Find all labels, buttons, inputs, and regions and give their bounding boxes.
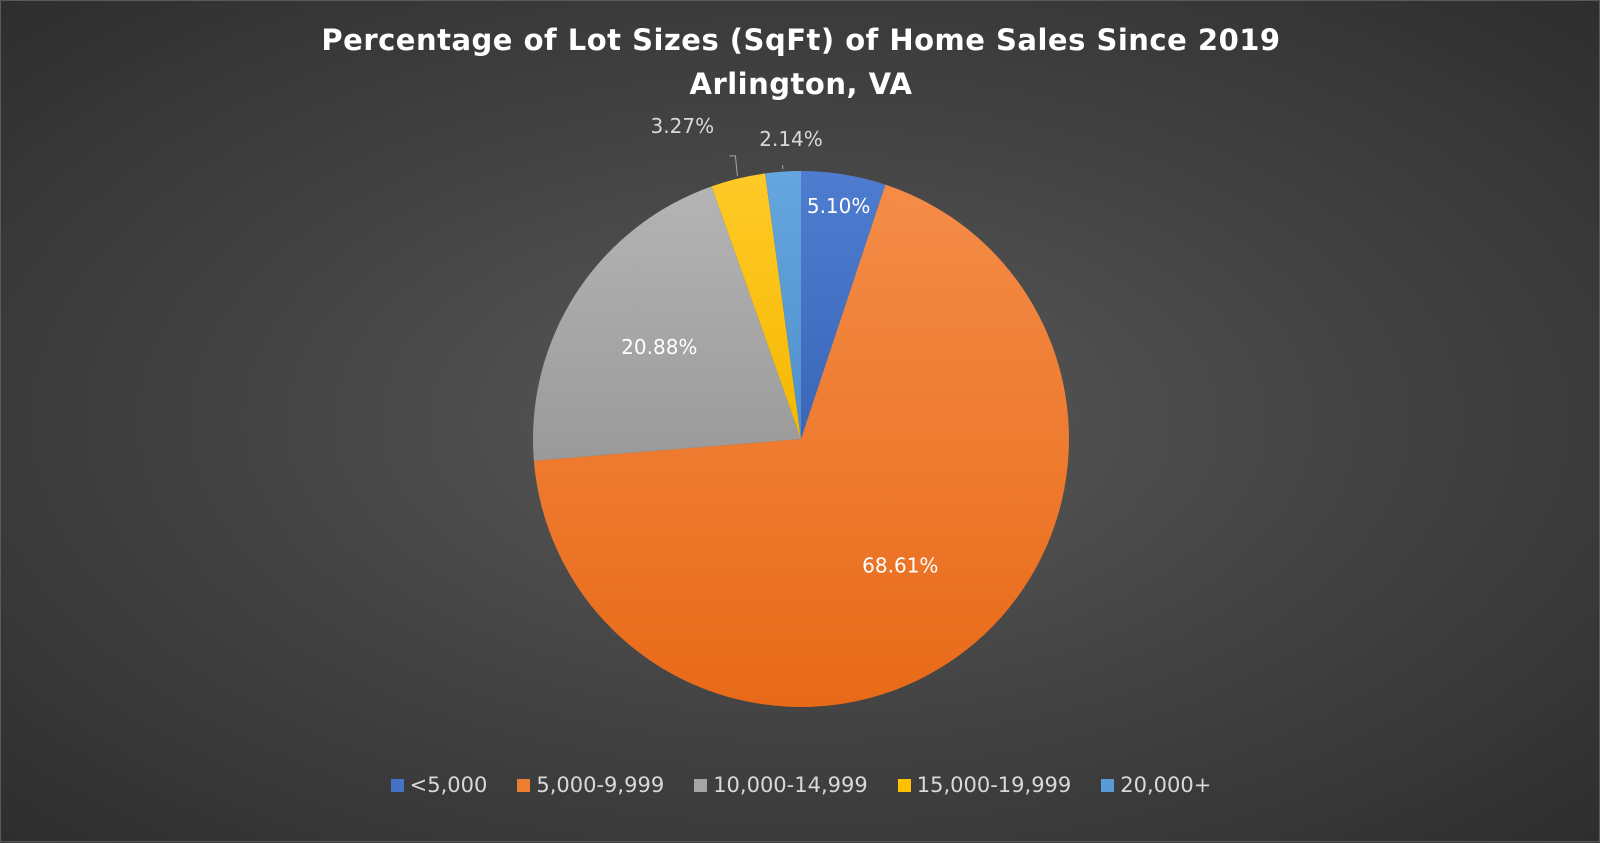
slice-10000-14999 — [533, 186, 801, 461]
legend-item-10000-14999: 10,000-14,999 — [694, 773, 868, 797]
data-label: 20.88% — [621, 335, 697, 359]
legend-swatch — [1101, 778, 1115, 792]
chart-title: Percentage of Lot Sizes (SqFt) of Home S… — [321, 23, 1281, 57]
slice-lt-5000 — [801, 171, 886, 439]
legend-label: 5,000-9,999 — [536, 773, 665, 797]
legend-swatch — [694, 778, 708, 792]
data-label: 2.14% — [759, 127, 823, 151]
legend-item-lt-5000: <5,000 — [390, 773, 488, 797]
leader-line — [729, 155, 738, 176]
data-label: 5.10% — [807, 194, 871, 218]
data-label: 68.61% — [862, 553, 938, 577]
slice-20000-plus — [765, 171, 801, 439]
legend-swatch — [390, 778, 404, 792]
legend: <5,000 5,000-9,999 10,000-14,999 15,000-19,… — [1, 773, 1600, 797]
legend-item-15000-19999: 15,000-19,999 — [897, 773, 1072, 797]
legend-label: <5,000 — [409, 773, 488, 797]
legend-swatch — [517, 778, 531, 792]
data-label: 3.27% — [651, 114, 715, 138]
legend-label: 20,000+ — [1120, 773, 1212, 797]
slice-15000-19999 — [711, 173, 801, 439]
legend-item-5000-9999: 5,000-9,999 — [517, 773, 664, 797]
legend-item-20000-plus: 20,000+ — [1101, 773, 1211, 797]
legend-label: 15,000-19,999 — [916, 773, 1072, 797]
legend-swatch — [897, 778, 911, 792]
chart-subtitle: Arlington, VA — [689, 67, 913, 101]
slice-5000-9999 — [533, 184, 1069, 708]
legend-label: 10,000-14,999 — [713, 773, 868, 797]
